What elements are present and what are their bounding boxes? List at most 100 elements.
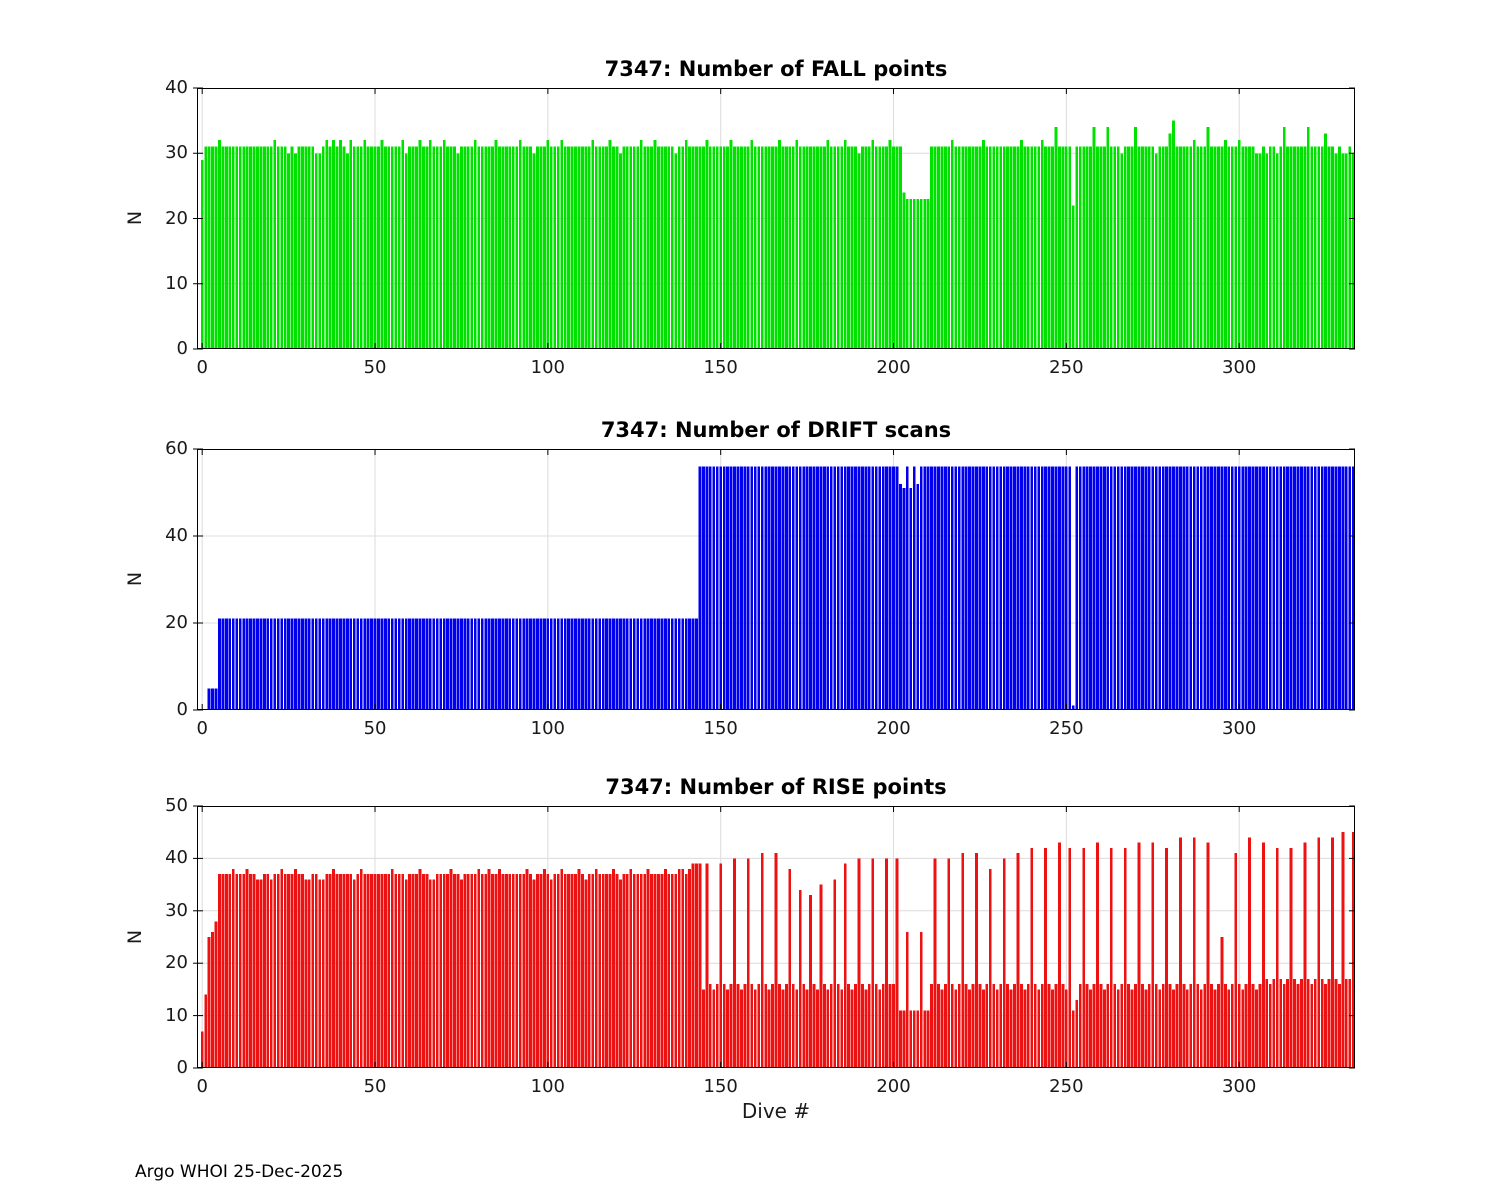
bar (553, 874, 557, 1068)
bar (1272, 978, 1276, 1068)
bar (1317, 146, 1321, 349)
bar (1047, 466, 1051, 710)
bar (432, 879, 436, 1068)
bar (529, 146, 532, 349)
bar (515, 618, 519, 710)
bar (377, 146, 380, 349)
bar (432, 618, 436, 710)
bar (525, 868, 529, 1068)
bar (978, 466, 982, 710)
bar (743, 984, 747, 1068)
bar (470, 874, 474, 1068)
bar (698, 863, 702, 1068)
bar (612, 618, 615, 710)
bar (387, 146, 391, 349)
bar (1286, 978, 1289, 1068)
bar (439, 146, 443, 349)
bar (646, 868, 650, 1068)
bar (625, 618, 629, 710)
bar (435, 146, 439, 349)
bar (788, 868, 792, 1068)
bar (581, 618, 584, 710)
bar (1317, 466, 1321, 710)
bar (1324, 984, 1327, 1068)
bar (470, 618, 474, 710)
bar (999, 146, 1003, 349)
fall-chart-title: 7347: Number of FALL points (604, 57, 948, 81)
bar (957, 146, 961, 349)
bar (664, 146, 667, 349)
bar (491, 618, 494, 710)
bar (819, 466, 823, 710)
bar (328, 146, 332, 349)
bar (1237, 466, 1241, 710)
bar (321, 146, 325, 349)
bar (833, 879, 837, 1068)
bar (560, 868, 564, 1068)
bar (342, 146, 346, 349)
bar (446, 146, 449, 349)
bar (1279, 978, 1283, 1068)
bar (1296, 984, 1300, 1068)
bar (736, 466, 740, 710)
bar (256, 618, 259, 710)
bar (245, 618, 249, 710)
bar (297, 146, 301, 349)
bar (1020, 140, 1023, 349)
bar (1147, 984, 1151, 1068)
bar (975, 146, 978, 349)
bar (491, 874, 494, 1068)
bar (850, 989, 854, 1068)
bar (549, 879, 553, 1068)
bar (774, 466, 778, 710)
bar (954, 146, 958, 349)
bar (543, 618, 546, 710)
bar (719, 466, 723, 710)
bar (307, 618, 311, 710)
bar (1130, 466, 1134, 710)
bar (643, 618, 647, 710)
bar (923, 198, 927, 349)
bar (1020, 466, 1023, 710)
bar (1151, 466, 1155, 710)
bar (857, 466, 861, 710)
bar (1272, 146, 1276, 349)
bar (304, 146, 308, 349)
bar (954, 466, 958, 710)
bar (401, 618, 405, 710)
bar (1351, 153, 1355, 349)
bar (314, 618, 318, 710)
bar (791, 984, 795, 1068)
bar (294, 868, 297, 1068)
bar (1061, 984, 1065, 1068)
bar (221, 618, 225, 710)
bar (826, 989, 830, 1068)
bar (781, 989, 785, 1068)
bar (484, 146, 488, 349)
bar (539, 146, 543, 349)
bar (384, 618, 387, 710)
bar (1268, 984, 1272, 1068)
bar (854, 984, 857, 1068)
bar (757, 984, 761, 1068)
bar (1185, 989, 1189, 1068)
bar (719, 146, 723, 349)
bar (764, 984, 768, 1068)
bar (456, 874, 460, 1068)
bar (1248, 837, 1251, 1068)
bar (833, 466, 837, 710)
bar (287, 874, 290, 1068)
bar (1026, 984, 1030, 1068)
bar (332, 618, 335, 710)
bar (1116, 466, 1120, 710)
bar (366, 874, 370, 1068)
bar (605, 618, 608, 710)
bar (923, 1010, 927, 1068)
bar (657, 618, 660, 710)
bar (722, 466, 726, 710)
bar (688, 146, 691, 349)
bar (778, 140, 781, 349)
bar (1265, 466, 1269, 710)
bar (964, 146, 968, 349)
bar (802, 984, 806, 1068)
